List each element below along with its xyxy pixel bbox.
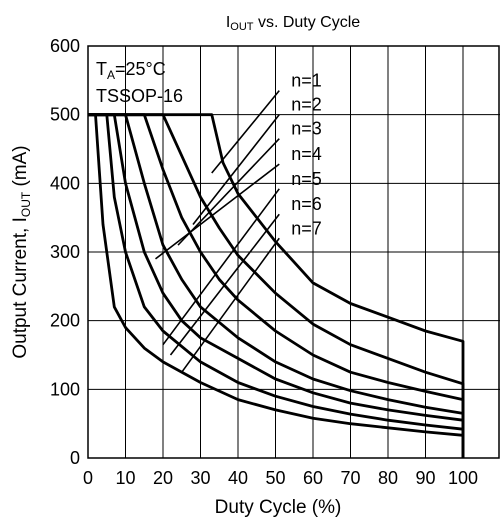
series-label-n=7: n=7	[291, 218, 322, 238]
series-leader-n=2	[192, 114, 280, 226]
y-tick-label: 300	[50, 242, 80, 262]
chart-title-main: I	[226, 14, 230, 31]
y-tick-label: 600	[50, 36, 80, 56]
y-axis-label: Output Current, IOUT (mA)	[10, 145, 33, 358]
series-leader-n=5	[162, 188, 280, 346]
series-line-n=4	[88, 113, 465, 458]
curves	[88, 113, 465, 458]
x-tick-label: 30	[190, 468, 210, 488]
x-tick-labels: 0 10 20 30 40 50 60 70 80 90 100	[83, 468, 478, 488]
annotation-package: TSSOP-16	[96, 86, 183, 106]
x-tick-label: 70	[340, 468, 360, 488]
annotation-temperature: TA=25°C	[96, 59, 166, 82]
y-tick-label: 100	[50, 379, 80, 399]
x-tick-label: 10	[115, 468, 135, 488]
y-tick-label: 500	[50, 105, 80, 125]
series-label-n=2: n=2	[291, 95, 322, 115]
series-labels: n=1 n=2 n=3 n=4 n=5 n=6 n=7	[291, 71, 322, 239]
series-leader-n=7	[181, 237, 280, 373]
x-tick-label: 80	[378, 468, 398, 488]
y-tick-labels: 0 100 200 300 400 500 600	[50, 36, 80, 468]
x-tick-label: 100	[448, 468, 478, 488]
series-line-n=2	[88, 113, 465, 458]
x-tick-label: 60	[303, 468, 323, 488]
series-line-n=5	[88, 113, 465, 458]
series-label-n=3: n=3	[291, 119, 322, 139]
chart-title: IOUT vs. Duty Cycle	[226, 14, 360, 33]
y-tick-label: 400	[50, 173, 80, 193]
series-line-n=6	[88, 113, 465, 458]
series-leader-n=6	[169, 213, 280, 356]
series-leader-n=1	[211, 90, 280, 174]
leaders	[155, 90, 280, 373]
series-label-n=6: n=6	[291, 194, 322, 214]
series-line-n=1	[88, 113, 465, 458]
x-tick-label: 40	[228, 468, 248, 488]
series-label-n=5: n=5	[291, 169, 322, 189]
chart-title-sub: OUT	[230, 21, 254, 33]
x-tick-label: 50	[265, 468, 285, 488]
series-label-n=4: n=4	[291, 144, 322, 164]
x-axis-label: Duty Cycle (%)	[215, 497, 342, 518]
series-leader-n=4	[155, 163, 280, 260]
y-tick-label: 200	[50, 311, 80, 331]
series-label-n=1: n=1	[291, 71, 322, 91]
series-leader-n=3	[177, 138, 280, 246]
y-tick-label: 0	[70, 448, 80, 468]
x-tick-label: 20	[153, 468, 173, 488]
chart-title-rest: vs. Duty Cycle	[254, 14, 361, 31]
series-line-n=7	[88, 113, 465, 458]
x-tick-label: 0	[83, 468, 93, 488]
x-tick-label: 90	[415, 468, 435, 488]
series-line-n=3	[88, 113, 465, 458]
